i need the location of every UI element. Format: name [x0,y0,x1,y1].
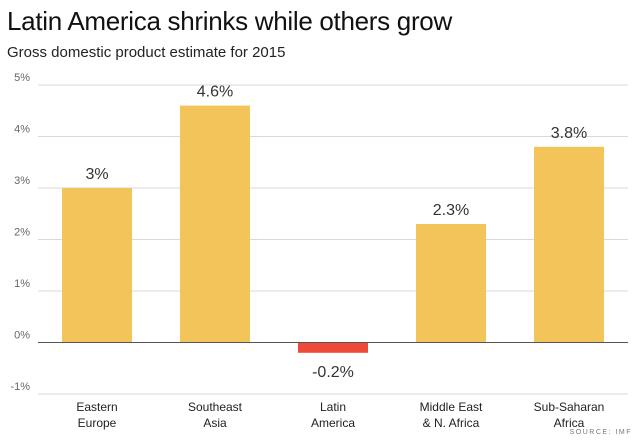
data-labels: 3% 4.6% -0.2% 2.3% 3.8% [85,84,587,381]
data-label: 4.6% [197,84,233,101]
bar [180,105,250,343]
data-label: -0.2% [312,364,354,381]
y-tick-label: 1% [14,278,30,290]
y-tick-label: 4% [14,124,30,136]
y-tick-label: 0% [14,330,30,342]
bar [416,224,486,343]
x-axis-labels: Eastern Europe Southeast Asia Latin America Mi… [76,400,604,430]
x-tick-label: Middle East & N. Africa [420,400,483,430]
bar [62,188,132,343]
y-tick-label: -1% [10,381,30,393]
data-label: 3% [85,166,108,183]
x-tick-label: Sub-Saharan Africa [534,400,605,430]
x-tick-label: Eastern Europe [76,400,117,430]
source-note: SOURCE: IMF [569,429,632,436]
x-tick-label: Southeast Asia [188,400,243,430]
bar [298,342,368,353]
y-tick-label: 3% [14,175,30,187]
chart-title: Latin America shrinks while others grow [7,6,452,36]
y-tick-label: 5% [14,72,30,84]
x-tick-label: Latin America [311,400,355,430]
gridlines [38,84,628,395]
chart-subtitle: Gross domestic product estimate for 2015 [7,44,286,61]
y-axis-ticks: -1% 0% 1% 2% 3% 4% 5% [10,72,30,393]
y-tick-label: 2% [14,227,30,239]
data-label: 2.3% [433,202,469,219]
bar [534,146,604,343]
data-label: 3.8% [551,125,587,142]
bars [62,105,604,353]
